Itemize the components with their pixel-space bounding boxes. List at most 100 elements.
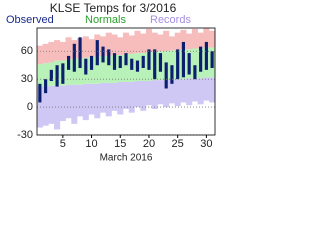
band-segment <box>163 30 170 52</box>
observed-bar <box>61 63 65 84</box>
x-tick-label: 5 <box>60 138 66 150</box>
observed-bar <box>95 40 99 66</box>
observed-bar <box>38 83 42 103</box>
band-segment <box>122 54 130 82</box>
y-tick-label: 0 <box>27 101 33 113</box>
band-segment <box>105 32 112 56</box>
chart-title: KLSE Temps for 3/2016 <box>50 1 177 15</box>
band-segment <box>65 37 72 60</box>
observed-bar <box>44 79 48 94</box>
observed-bar <box>124 53 128 66</box>
observed-bar <box>158 53 163 72</box>
band-segment <box>54 85 61 130</box>
band-segment <box>100 36 107 56</box>
band-segment <box>163 80 170 108</box>
x-tick-label: 15 <box>114 138 126 150</box>
band-segment <box>100 82 107 113</box>
band-segment <box>54 40 61 61</box>
observed-bar <box>72 43 76 72</box>
band-segment <box>105 82 112 117</box>
band-segment <box>42 63 49 87</box>
band-segment <box>122 32 130 55</box>
band-segment <box>42 43 49 64</box>
band-segment <box>111 82 118 111</box>
x-tick-label: 10 <box>85 138 97 150</box>
observed-bar <box>118 55 122 69</box>
y-tick-label: 60 <box>21 45 33 57</box>
band-segment <box>48 85 55 124</box>
band-segment <box>145 81 152 106</box>
band-segment <box>111 34 118 55</box>
band-segment <box>88 39 95 57</box>
band-segment <box>65 59 72 85</box>
observed-bar <box>135 60 140 72</box>
band-segment <box>168 50 175 80</box>
band-segment <box>203 77 210 101</box>
band-segment <box>186 78 193 106</box>
band-segment <box>94 83 101 119</box>
observed-bar <box>49 69 53 82</box>
band-segment <box>65 84 72 119</box>
band-segment <box>174 79 181 107</box>
band-segment <box>100 55 107 83</box>
band-segment <box>59 85 66 122</box>
observed-bar <box>170 65 174 84</box>
band-segment <box>128 35 135 55</box>
band-segment <box>191 78 198 102</box>
band-segment <box>174 32 181 51</box>
band-segment <box>140 81 147 111</box>
band-segment <box>180 79 187 103</box>
band-segment <box>82 83 89 121</box>
legend-label: Records <box>150 14 191 26</box>
band-segment <box>157 80 164 105</box>
observed-bar <box>204 41 208 70</box>
observed-bar <box>164 62 168 89</box>
observed-bar <box>112 53 117 70</box>
band-segment <box>117 81 124 115</box>
band-segment <box>36 86 43 128</box>
x-axis-label: March 2016 <box>100 153 153 164</box>
x-tick-label: 25 <box>172 138 184 150</box>
observed-bar <box>147 49 151 70</box>
band-segment <box>157 34 164 52</box>
band-segment <box>134 30 141 54</box>
observed-bar <box>176 49 180 80</box>
observed-bar <box>55 65 59 87</box>
band-segment <box>151 32 158 53</box>
band-segment <box>42 86 49 126</box>
band-segment <box>117 37 124 55</box>
band-segment <box>128 81 135 113</box>
y-tick-label: -30 <box>17 129 33 141</box>
band-segment <box>209 30 216 48</box>
observed-bar <box>67 55 71 70</box>
x-tick-label: 30 <box>200 138 212 150</box>
band-segment <box>36 64 43 87</box>
band-segment <box>59 41 66 61</box>
band-segment <box>105 55 112 83</box>
band-segment <box>36 45 43 65</box>
observed-bar <box>210 51 214 69</box>
observed-bar <box>181 41 185 78</box>
observed-bar <box>78 37 82 69</box>
band-segment <box>134 81 141 108</box>
band-segment <box>145 28 152 53</box>
observed-bar <box>193 65 197 80</box>
band-segment <box>180 29 187 50</box>
band-segment <box>117 54 124 82</box>
plot-frame <box>36 27 216 136</box>
band-segment <box>88 56 95 84</box>
observed-bar <box>101 46 105 63</box>
x-tick-label: 20 <box>143 138 155 150</box>
band-segment <box>197 78 204 105</box>
band-segment <box>82 36 89 58</box>
page: {"chart_data": {"type": "range_bar", "ti… <box>6 1 216 164</box>
observed-bar <box>199 46 203 72</box>
observed-bar <box>141 55 145 69</box>
band-segment <box>168 79 175 104</box>
band-segment <box>191 48 198 79</box>
chart: KLSE Temps for 3/2016 March 2016 Observe… <box>6 1 216 164</box>
band-segment <box>77 58 84 85</box>
band-segment <box>197 32 204 49</box>
band-segment <box>88 83 95 115</box>
observed-bar <box>153 49 157 80</box>
